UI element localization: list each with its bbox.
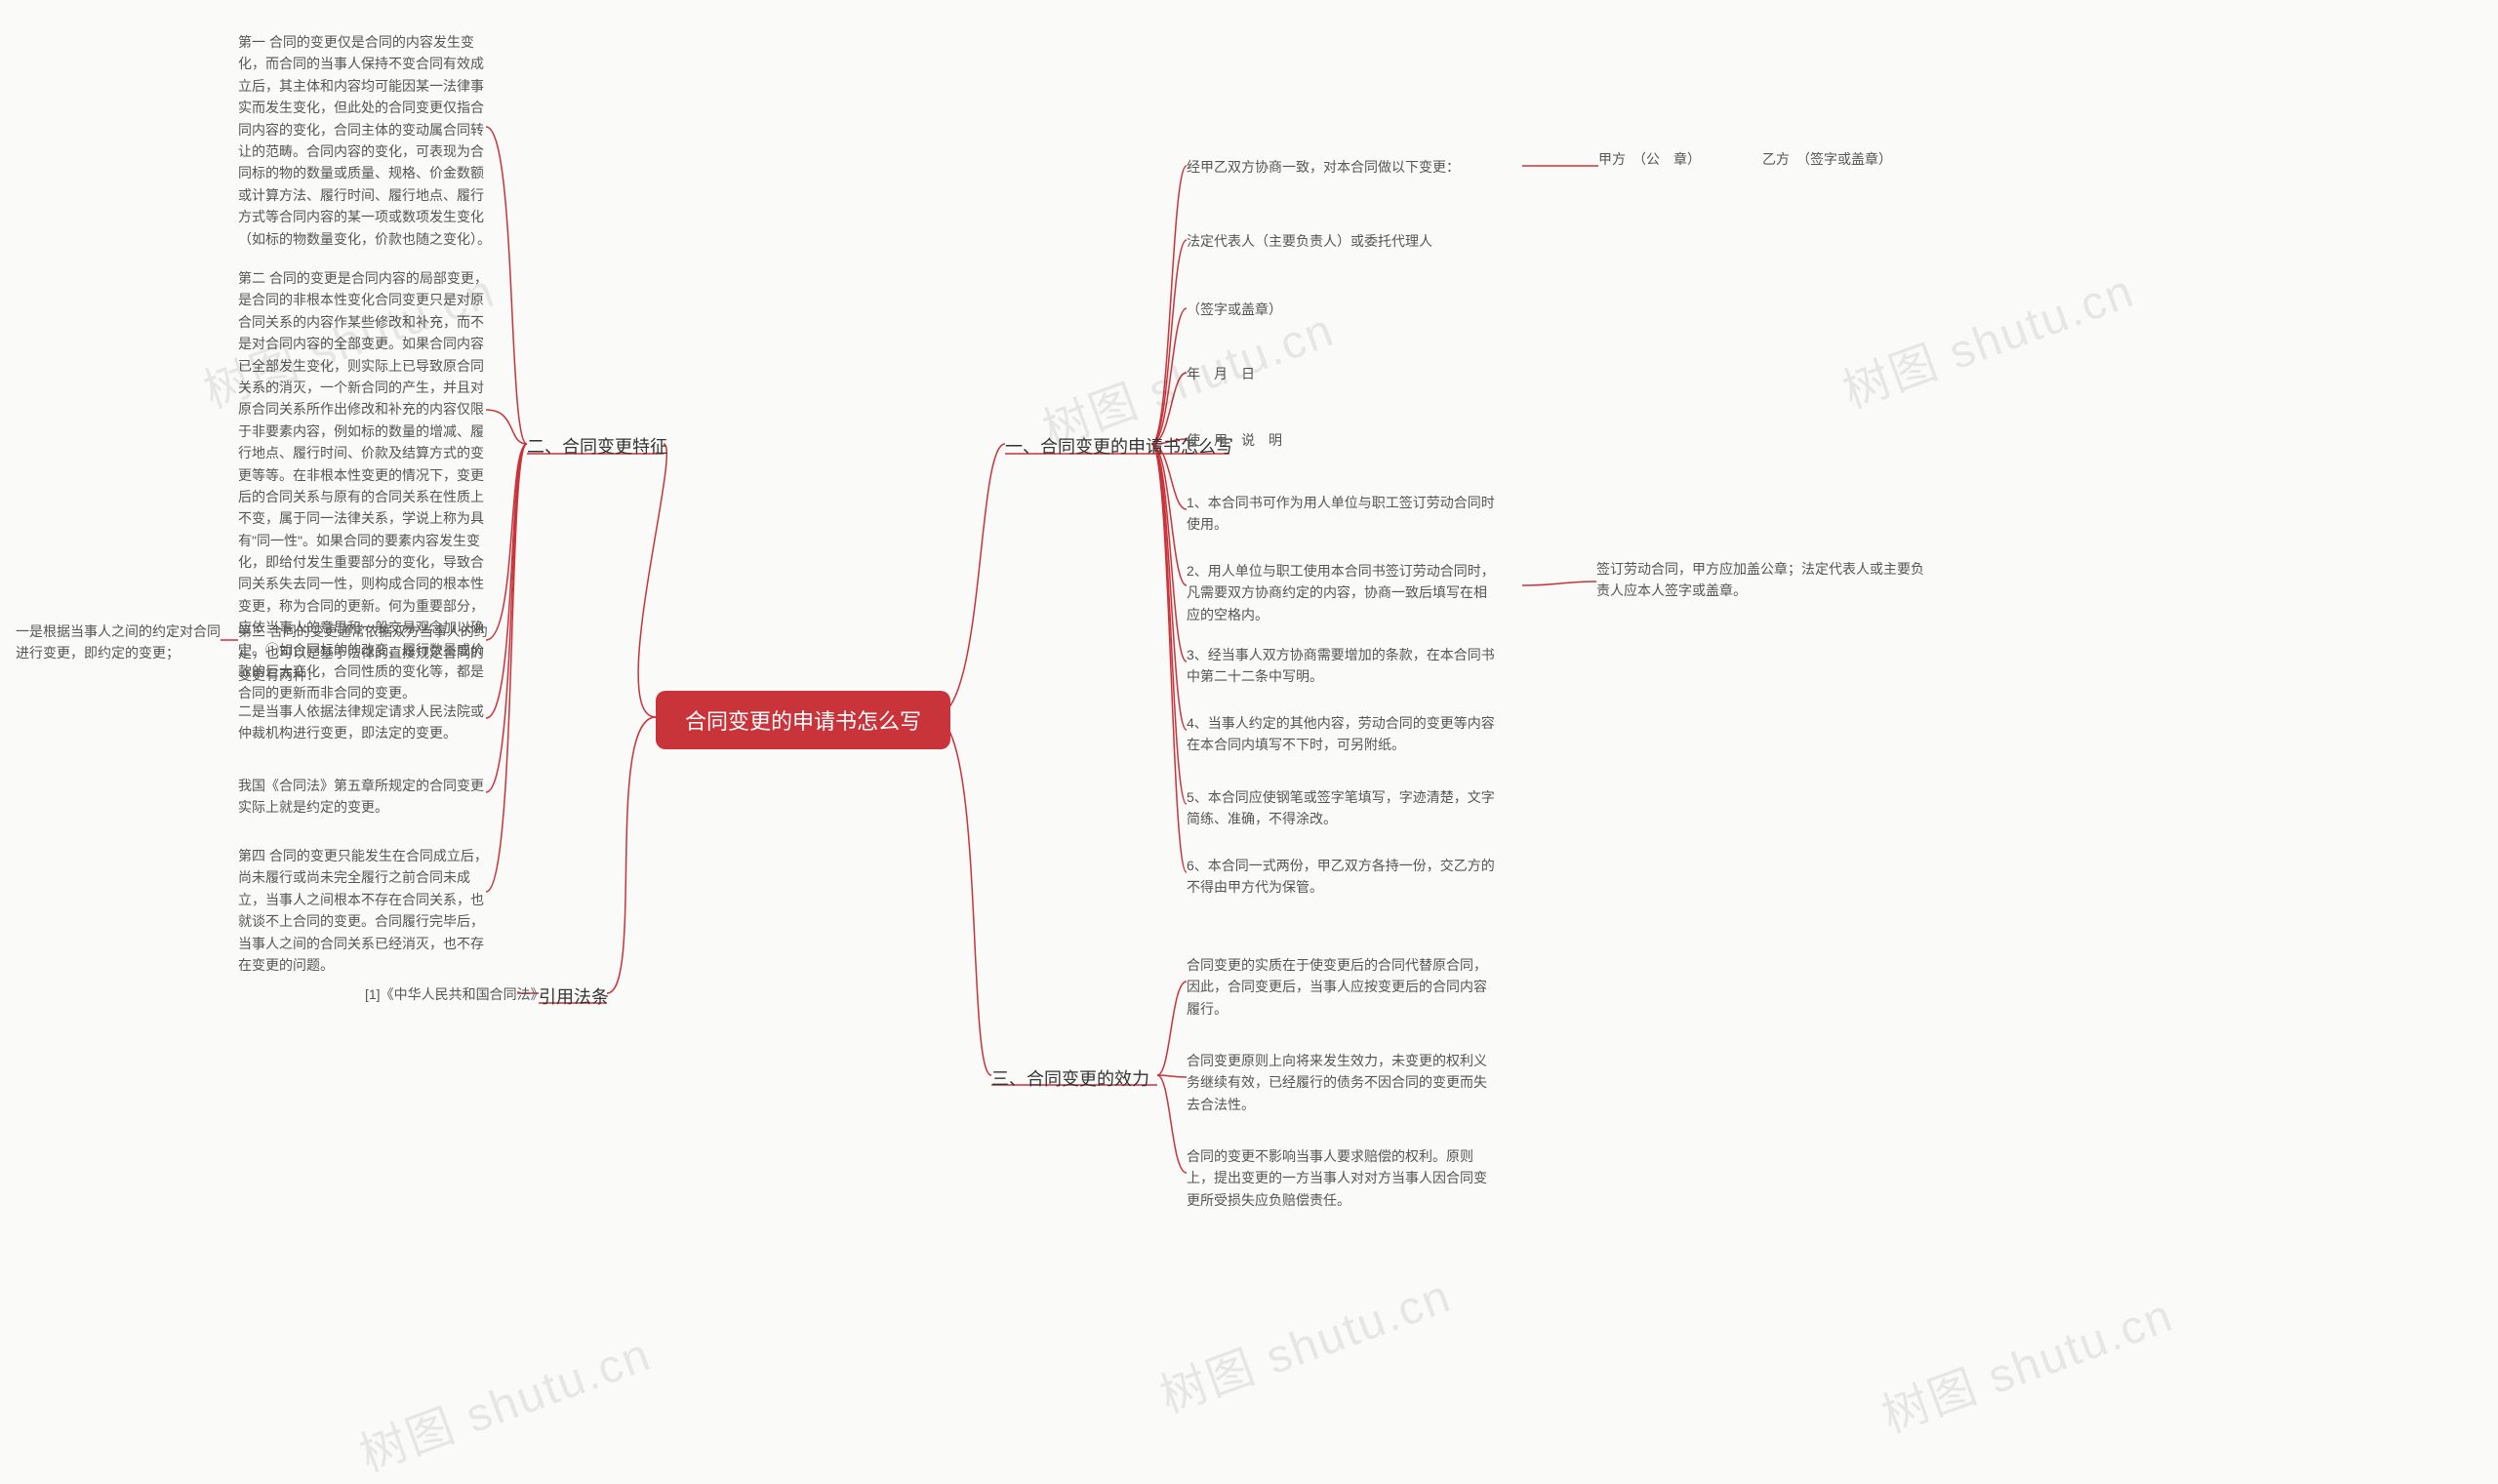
leaf-b2-5: 我国《合同法》第五章所规定的合同变更实际上就是约定的变更。: [238, 775, 492, 819]
branch-2[interactable]: 二、合同变更特征: [527, 433, 667, 462]
leaf-b1-10: 5、本合同应使钢笔或签字笔填写，字迹清楚，文字简练、准确，不得涂改。: [1187, 786, 1499, 830]
leaf-b2-3-sub: 一是根据当事人之间的约定对合同进行变更，即约定的变更；: [16, 621, 221, 664]
leaf-b1-6: 1、本合同书可作为用人单位与职工签订劳动合同时使用。: [1187, 492, 1499, 536]
watermark: 树图 shutu.cn: [1832, 253, 2142, 421]
leaf-b2-3: 第三 合同的变更通常依据双方当事人的约定，也可以是基于法律的直接规定合同的变更有…: [238, 621, 492, 686]
center-node[interactable]: 合同变更的申请书怎么写: [656, 691, 950, 749]
branch-4[interactable]: 引用法条: [539, 983, 609, 1013]
leaf-b2-4: 二是当事人依据法律规定请求人民法院或仲裁机构进行变更，即法定的变更。: [238, 701, 492, 744]
leaf-b1-1: 经甲乙双方协商一致，对本合同做以下变更：: [1187, 156, 1460, 178]
leaf-b3-2: 合同变更原则上向将来发生效力，未变更的权利义务继续有效，已经履行的债务不因合同的…: [1187, 1050, 1499, 1115]
watermark: 树图 shutu.cn: [1148, 1258, 1459, 1426]
leaf-b1-4: 年 月 日: [1187, 363, 1255, 384]
leaf-b3-1: 合同变更的实质在于使变更后的合同代替原合同，因此，合同变更后，当事人应按变更后的…: [1187, 954, 1499, 1020]
leaf-b1-8: 3、经当事人双方协商需要增加的条款，在本合同书中第二十二条中写明。: [1187, 644, 1499, 688]
leaf-b1-11: 6、本合同一式两份，甲乙双方各持一份，交乙方的不得由甲方代为保管。: [1187, 855, 1499, 899]
leaf-b1-7: 2、用人单位与职工使用本合同书签订劳动合同时，凡需要双方协商约定的内容，协商一致…: [1187, 560, 1499, 625]
leaf-b2-6: 第四 合同的变更只能发生在合同成立后，尚未履行或尚未完全履行之前合同未成立，当事…: [238, 845, 492, 976]
leaf-b4-1: [1]《中华人民共和国合同法》: [365, 983, 544, 1005]
leaf-b1-7-sub: 签订劳动合同，甲方应加盖公章；法定代表人或主要负责人应本人签字或盖章。: [1596, 558, 1928, 602]
leaf-b1-9: 4、当事人约定的其他内容，劳动合同的变更等内容在本合同内填写不下时，可另附纸。: [1187, 712, 1499, 756]
watermark: 树图 shutu.cn: [348, 1316, 659, 1484]
leaf-b3-3: 合同的变更不影响当事人要求赔偿的权利。原则上，提出变更的一方当事人对对方当事人因…: [1187, 1145, 1499, 1211]
watermark: 树图 shutu.cn: [1871, 1277, 2181, 1446]
leaf-b1-3: （签字或盖章）: [1187, 299, 1282, 320]
leaf-b1-5: 使 用 说 明: [1187, 429, 1282, 451]
leaf-b1-2: 法定代表人（主要负责人）或委托代理人: [1187, 230, 1432, 252]
leaf-b1-1-sub: 甲方 （公 章） 乙方 （签字或盖章）: [1598, 148, 1892, 170]
leaf-b2-1: 第一 合同的变更仅是合同的内容发生变化，而合同的当事人保持不变合同有效成立后，其…: [238, 31, 492, 250]
branch-3[interactable]: 三、合同变更的效力: [991, 1065, 1149, 1095]
